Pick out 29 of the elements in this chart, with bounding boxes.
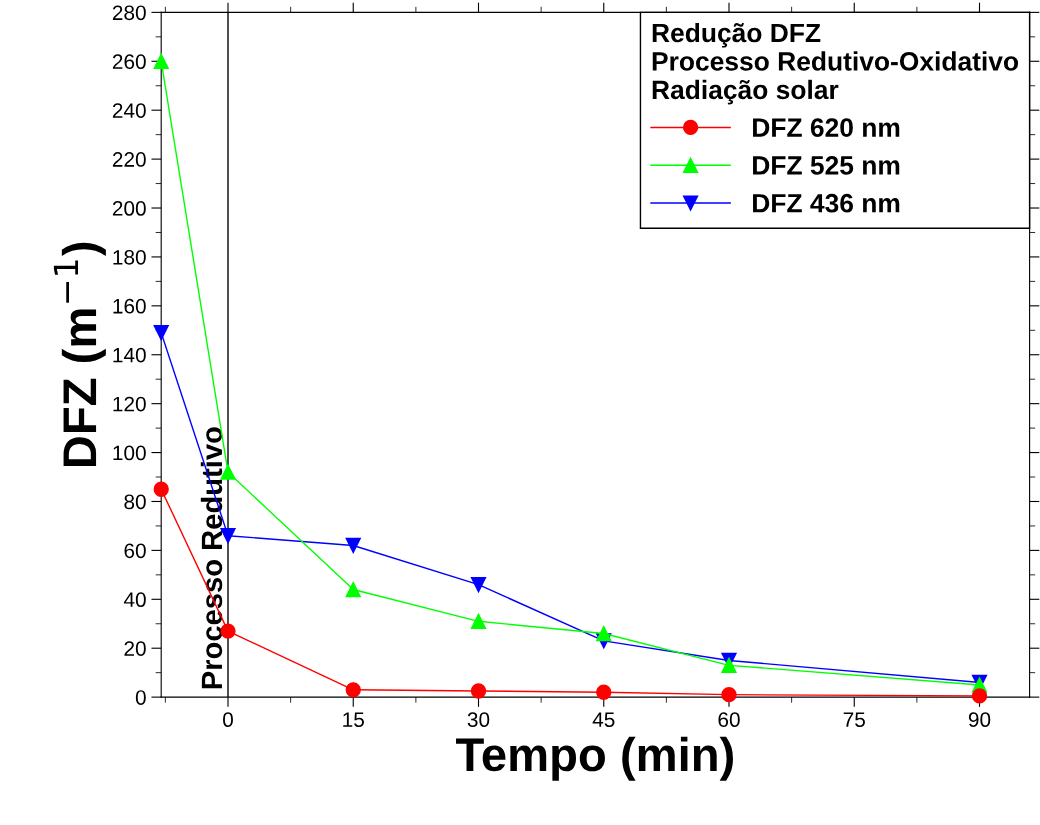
y-tick-label: 280 [112,5,146,21]
legend-label: DFZ 525 nm [753,156,900,175]
y-tick-label: 260 [112,54,146,70]
y-tick-label: 60 [124,543,146,559]
y-axis-title: DFZ (m$^{−1}$) [53,242,106,467]
y-tick-label: 40 [123,592,146,608]
ref-line-label: Processo Redutivo [200,427,223,689]
x-tick-label: 15 [343,712,364,728]
y-tick-label: 0 [135,690,146,705]
x-tick-label: 0 [223,712,233,728]
x-axis-title: Tempo (min) [456,736,733,781]
y-tick-label: 240 [112,103,146,118]
x-tick-label: 75 [843,712,865,728]
y-tick-label: 80 [124,494,146,510]
y-tick-label: 120 [113,396,146,412]
x-tick-label: 90 [968,712,991,728]
y-tick-label: 100 [113,445,146,461]
y-tick-label: 160 [113,298,146,314]
x-tick-label: 45 [592,712,615,728]
y-tick-label: 140 [113,347,146,363]
y-tick-label: 180 [113,249,146,265]
legend-label: DFZ 620 nm [753,118,900,137]
legend-title: Redução DFZ Processo Redutivo-Oxidativo Radiação solar [652,22,1019,105]
legend-label: DFZ 436 nm [753,193,900,213]
y-tick-label: 200 [112,201,146,216]
y-tick-label: 220 [112,152,146,167]
y-tick-label: 20 [124,641,146,656]
x-tick-label: 30 [467,712,490,728]
x-tick-label: 60 [718,712,740,728]
